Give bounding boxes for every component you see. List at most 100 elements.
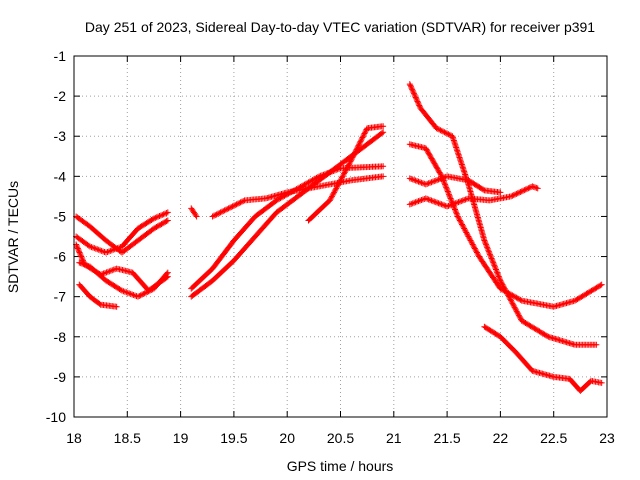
data-point [144,288,151,295]
data-point [436,200,443,207]
y-tick-label: -8 [54,329,67,345]
data-point [489,256,496,263]
data-point [511,304,518,311]
data-point [484,244,491,251]
data-point [339,173,346,180]
data-point [427,152,434,159]
data-point [222,206,229,213]
data-point [104,248,111,255]
data-point [498,278,505,285]
data-point [598,379,605,386]
data-point [452,207,459,214]
data-point [159,211,166,218]
data-point [429,198,436,205]
data-point [440,128,447,135]
data-point [469,241,476,248]
data-point [218,208,225,215]
data-point [356,139,363,146]
data-point [228,204,235,211]
data-point [110,246,117,253]
data-point [491,262,498,269]
data-point [78,253,85,260]
data-point [461,225,468,232]
data-point [429,178,436,185]
data-point [513,190,520,197]
data-point [352,149,359,156]
data-point [480,186,487,193]
data-point [463,230,470,237]
data-point [164,209,171,216]
data-point [77,252,84,259]
data-point [508,297,515,304]
data-point [461,226,468,233]
data-point [438,127,445,134]
data-point [416,179,423,186]
data-point [234,200,241,207]
data-point [217,209,224,216]
data-point [73,242,80,249]
data-point [418,179,425,186]
data-point [333,185,340,192]
data-point [359,134,366,141]
data-point [412,93,419,100]
data-point [510,192,517,199]
data-point [452,206,459,213]
data-point [517,189,524,196]
data-point [486,251,493,258]
data-point [414,98,421,105]
data-point [457,218,464,225]
data-point [435,168,442,175]
data-point [110,266,117,273]
data-point [490,259,497,266]
data-point [331,188,338,195]
data-point [441,180,448,187]
data-point [448,201,455,208]
data-point [89,244,96,251]
data-point [408,175,415,182]
data-point [221,207,228,214]
data-point [346,161,353,168]
data-point [423,146,430,153]
data-point [463,229,470,236]
data-point [434,199,441,206]
data-point [447,194,454,201]
data-point [428,155,435,162]
data-point [84,262,91,269]
data-point [431,178,438,185]
data-point [415,99,422,106]
y-tick-label: -5 [54,208,67,224]
data-point [462,228,469,235]
data-point [153,214,160,221]
x-tick-label: 21.5 [433,430,460,446]
data-point [88,244,95,251]
series-track-4 [76,259,171,300]
data-point [412,177,419,184]
data-point [136,292,143,299]
data-point [335,181,342,188]
data-point [354,145,361,152]
data-point [327,196,334,203]
data-point [129,291,136,298]
data-point [490,261,497,268]
data-point [121,288,128,295]
data-point [413,95,420,102]
data-point [544,333,551,340]
data-point [434,125,441,132]
data-point [459,197,466,204]
data-point [86,243,93,250]
data-point [481,237,488,244]
data-point [361,130,368,137]
data-point [108,247,115,254]
data-point [453,210,460,217]
data-point [514,309,521,316]
data-point [354,143,361,150]
y-axis-label: SDTVAR / TECUs [5,181,21,293]
series-track-10 [305,123,387,224]
x-tick-label: 18 [66,430,82,446]
data-point [232,202,239,209]
data-point [212,212,219,219]
data-point [516,313,523,320]
data-point [343,166,350,173]
data-point [427,179,434,186]
data-point [75,248,82,255]
